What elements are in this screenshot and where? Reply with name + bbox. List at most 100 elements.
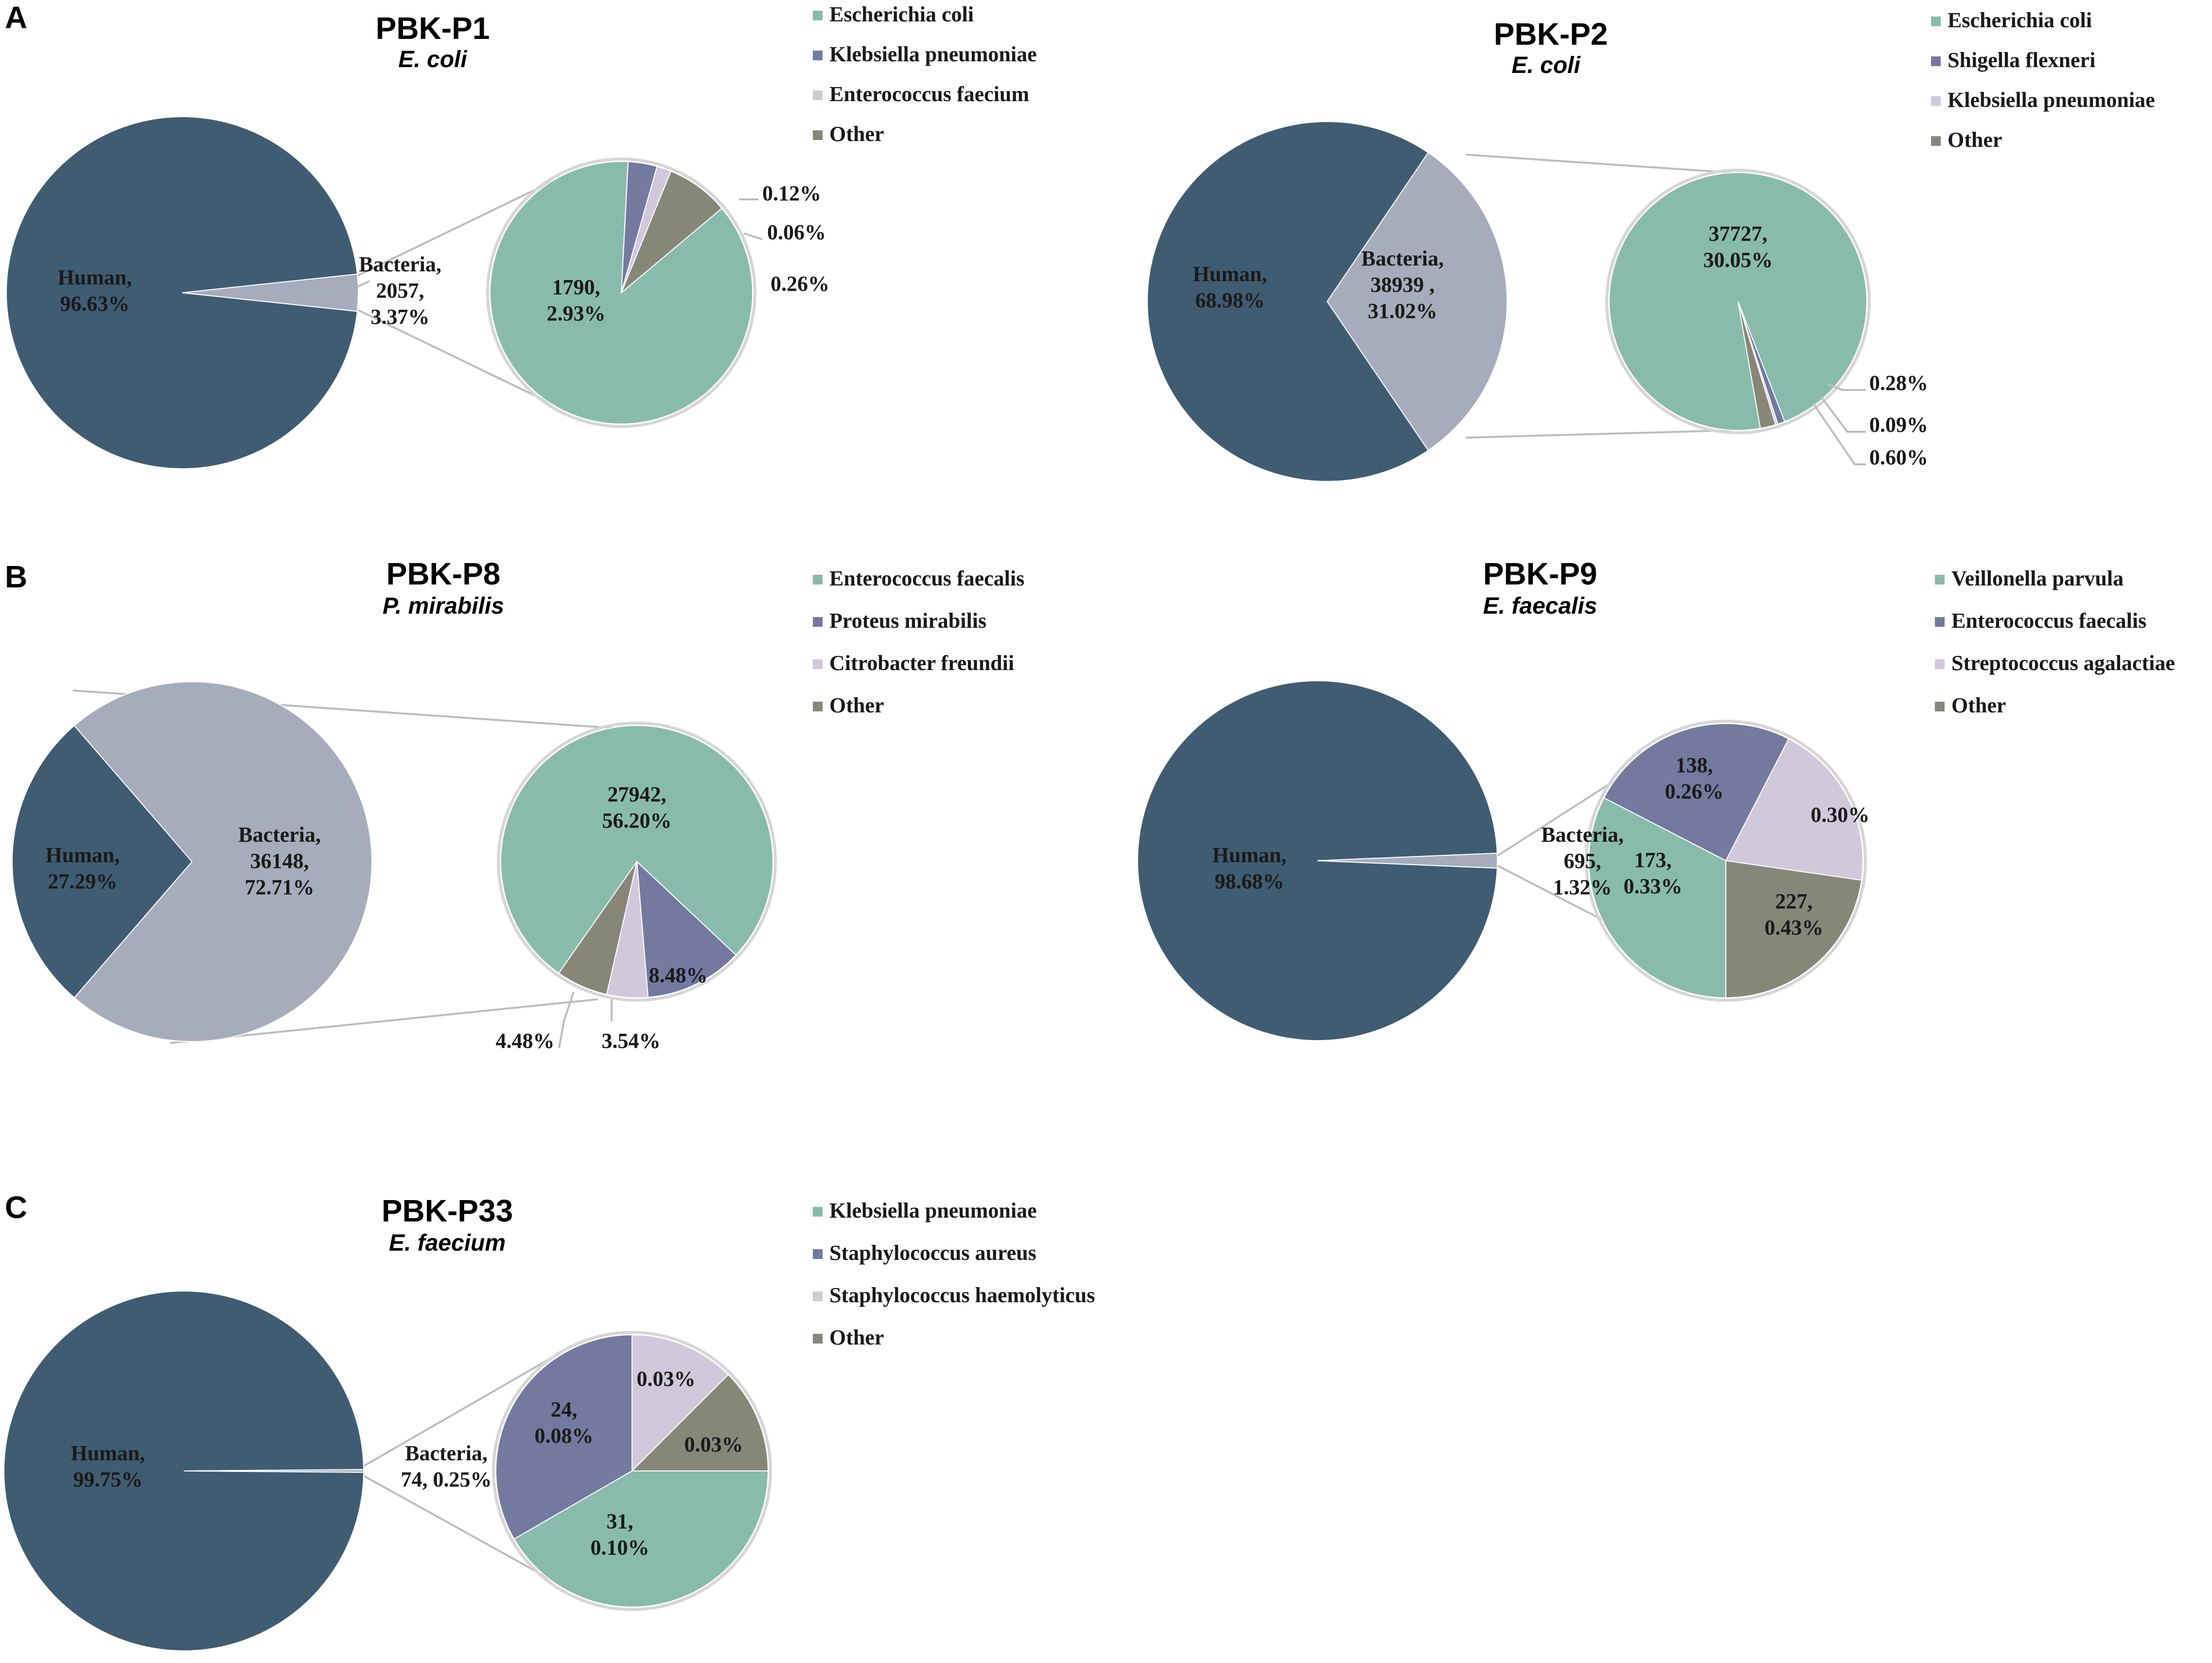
label-human-line: 99.75% — [73, 1468, 143, 1491]
slice-staphylococcus-haemolyticus — [632, 1334, 729, 1472]
label-bacteria-line: Bacteria, — [405, 1441, 488, 1465]
legend-swatch-veillonella-parvula — [1935, 575, 1945, 584]
label-veillonella-parvula-line: 227, — [1775, 889, 1813, 913]
connector-line — [363, 1358, 550, 1467]
legend-swatch-staphylococcus-haemolyticus — [813, 1291, 823, 1301]
label-staphylococcus-haemolyticus-line: 0.03% — [637, 1367, 696, 1391]
chart-legend: Escherichia coli Klebsiella pneumoniae Ent… — [813, 2, 1037, 146]
label-enterococcus-faecalis: 27942, 56.20% — [602, 782, 672, 832]
legend-swatch-klebsiella-pneumoniae — [1931, 96, 1941, 106]
chart-title: PBK-P8 — [386, 556, 501, 591]
legend-swatch-other — [1931, 136, 1941, 146]
slice-other — [631, 1374, 769, 1471]
label-leader-line — [357, 280, 370, 288]
legend-swatch-citrobacter-freundii — [813, 659, 823, 669]
label-bacteria-line: Bacteria, — [359, 252, 441, 276]
label-klebsiella-pneumoniae: 31, 0.10% — [591, 1509, 650, 1559]
slice-veillonella-parvula — [1588, 797, 1726, 999]
legend-label-klebsiella-pneumoniae: Klebsiella pneumoniae — [829, 42, 1037, 66]
label-staphylococcus-aureus-line: 0.08% — [535, 1424, 594, 1448]
slice-enterococcus-faecalis — [1603, 723, 1790, 862]
chart-labels: Human, 27.29% Bacteria, 36148, 72.71% 27942, 5… — [46, 782, 708, 1053]
breakdown-pie-border — [486, 158, 756, 428]
label-bacteria-line: Bacteria, — [1361, 247, 1444, 270]
label-human-line: 96.63% — [60, 292, 130, 316]
slice-streptococcus-agalactiae — [1725, 738, 1863, 881]
breakdown-pie-border — [1585, 720, 1867, 1002]
legend-swatch-other — [813, 1334, 823, 1344]
label-bacteria: Bacteria, 36148, 72.71% — [238, 823, 321, 899]
connector-line — [1465, 429, 1731, 439]
label-human-line: 98.68% — [1215, 869, 1284, 893]
label-bacteria: Bacteria, 38939 , 31.02% — [1361, 247, 1444, 323]
chart-pbk-p9: PBK-P9 E. faecalis Human, 98.68% Bacteria,… — [1137, 556, 2175, 1041]
label-enterococcus-faecalis: 173, 0.33% — [1624, 848, 1683, 898]
chart-slices — [1147, 121, 1871, 482]
slice-human — [3, 1291, 364, 1651]
legend-swatch-escherichia-coli — [1931, 17, 1941, 26]
label-citrobacter-freundii-line: 3.54% — [602, 1029, 661, 1053]
label-leader-line — [558, 991, 575, 1048]
label-human: Human, 99.75% — [71, 1441, 145, 1491]
legend-label-other: Other — [829, 122, 884, 146]
label-streptococcus-agalactiae: 138, 0.26% — [1665, 753, 1724, 803]
label-enterococcus-faecalis-line: 27942, — [608, 782, 667, 806]
label-bacteria-line: 74, 0.25% — [401, 1468, 492, 1491]
legend-swatch-other — [1935, 702, 1945, 711]
label-other: 0.30% — [1811, 803, 1870, 827]
label-bacteria: Bacteria, 74, 0.25% — [401, 1441, 492, 1491]
chart-subtitle: E. coli — [1511, 53, 1581, 78]
chart-pbk-p2: PBK-P2 E. coli Human, 68.98% Bacteria, 3893… — [1147, 8, 2155, 482]
chart-pbk-p8: PBK-P8 P. mirabilis Human, 27.29% Bacteria… — [11, 556, 1024, 1053]
chart-subtitle: E. coli — [398, 47, 468, 72]
legend-label-escherichia-coli: Escherichia coli — [829, 2, 974, 26]
chart-legend: Veillonella parvula Enterococcus faecalis… — [1935, 566, 2175, 717]
label-staphylococcus-haemolyticus: 0.03% — [637, 1367, 696, 1391]
label-staphylococcus-aureus: 24, 0.08% — [535, 1398, 594, 1448]
chart-slices — [11, 681, 777, 1044]
label-human-line: Human, — [58, 265, 132, 289]
label-human-line: Human, — [46, 843, 120, 867]
legend-label-staphylococcus-haemolyticus: Staphylococcus haemolyticus — [829, 1283, 1095, 1307]
label-klebsiella-pneumoniae-line: 31, — [607, 1509, 633, 1533]
chart-legend: Escherichia coli Shigella flexneri Klebsie… — [1931, 8, 2155, 152]
label-escherichia-coli-line: 1790, — [552, 275, 600, 299]
label-veillonella-parvula-line: 0.43% — [1765, 916, 1824, 939]
legend-label-veillonella-parvula: Veillonella parvula — [1951, 566, 2124, 590]
label-streptococcus-agalactiae-line: 138, — [1676, 753, 1713, 777]
slice-bacteria — [1326, 152, 1508, 451]
slice-bacteria — [183, 1469, 365, 1473]
connector-line — [1465, 154, 1731, 174]
label-other: 0.60% — [1869, 445, 1928, 469]
legend-label-staphylococcus-aureus: Staphylococcus aureus — [829, 1241, 1036, 1265]
breakdown-pie-border — [497, 722, 777, 1002]
legend-label-other: Other — [829, 1326, 884, 1349]
slice-other — [621, 170, 723, 293]
legend-swatch-escherichia-coli — [813, 11, 823, 20]
label-human-line: 27.29% — [48, 869, 118, 893]
label-leader-line — [743, 232, 763, 240]
label-veillonella-parvula: 227, 0.43% — [1765, 889, 1824, 939]
chart-subtitle: P. mirabilis — [383, 593, 504, 619]
legend-swatch-enterococcus-faecium — [813, 90, 823, 100]
label-other: 0.26% — [771, 272, 829, 296]
label-bacteria-line: 3.37% — [371, 305, 430, 329]
legend-swatch-proteus-mirabilis — [813, 617, 823, 627]
slice-other — [1725, 860, 1862, 999]
label-human-line: 68.98% — [1195, 288, 1265, 312]
legend-label-streptococcus-agalactiae: Streptococcus agalactiae — [1951, 651, 2175, 675]
slice-human — [11, 725, 193, 999]
label-bacteria-line: 1.32% — [1553, 875, 1612, 899]
legend-swatch-staphylococcus-aureus — [813, 1249, 823, 1259]
label-klebsiella-pneumoniae-line: 0.12% — [762, 181, 821, 205]
label-bacteria-line: 72.71% — [245, 875, 315, 899]
legend-label-escherichia-coli: Escherichia coli — [1948, 8, 2092, 32]
label-escherichia-coli-line: 37727, — [1709, 222, 1768, 246]
chart-labels: Human, 99.75% Bacteria, 74, 0.25% 31, 0.10% 24… — [71, 1367, 743, 1559]
slice-bacteria — [73, 681, 372, 1042]
slice-human — [1137, 680, 1498, 1041]
label-other: 4.48% — [496, 1029, 555, 1053]
legend-swatch-enterococcus-faecalis — [1935, 617, 1945, 627]
slice-bacteria — [1317, 852, 1498, 869]
